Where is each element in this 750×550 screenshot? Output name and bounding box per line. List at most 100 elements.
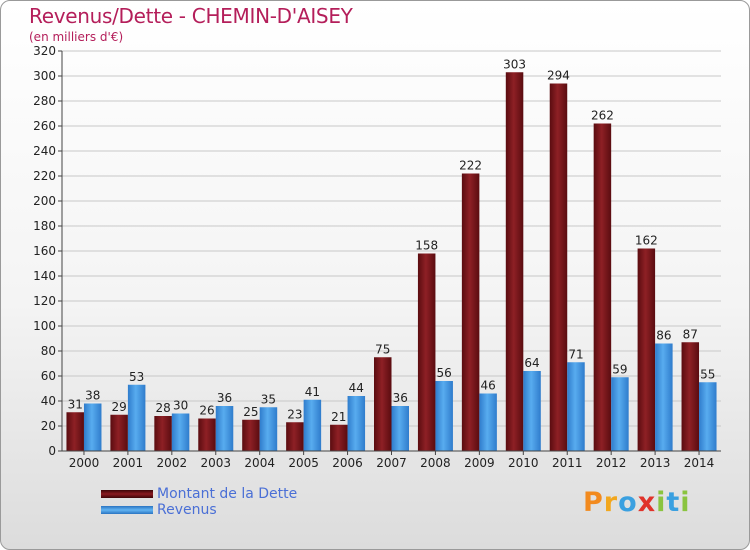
value-label-dette: 25	[243, 405, 258, 419]
bar-revenus	[479, 393, 497, 451]
legend-label-dette: Montant de la Dette	[157, 486, 298, 502]
bar-dette	[549, 83, 568, 451]
value-label-revenus: 36	[217, 391, 232, 405]
logo-letter: i	[656, 487, 667, 518]
x-tick-label: 2013	[640, 456, 671, 470]
bar-dette	[330, 424, 348, 451]
legend-label-revenus: Revenus	[157, 502, 217, 518]
y-tick-label: 40	[41, 394, 56, 408]
value-label-revenus: 35	[261, 392, 276, 406]
y-tick-label: 80	[41, 344, 56, 358]
value-label-dette: 303	[503, 57, 526, 71]
y-tick-label: 300	[33, 69, 56, 83]
y-tick-label: 260	[33, 119, 56, 133]
value-label-dette: 26	[199, 404, 214, 418]
bar-dette	[593, 123, 612, 451]
value-label-revenus: 38	[85, 389, 100, 403]
value-label-dette: 262	[591, 109, 614, 123]
value-label-revenus: 44	[349, 381, 364, 395]
value-label-revenus: 36	[393, 391, 408, 405]
y-tick-label: 60	[41, 369, 56, 383]
bar-revenus	[171, 413, 190, 451]
x-tick-label: 2006	[332, 456, 363, 470]
value-label-dette: 28	[155, 401, 170, 415]
value-label-revenus: 55	[700, 367, 715, 381]
proxiti-logo: Proxiti	[583, 487, 691, 518]
value-label-dette: 294	[547, 69, 570, 83]
bar-dette	[66, 412, 84, 451]
value-label-revenus: 53	[129, 370, 144, 384]
value-label-dette: 222	[459, 159, 482, 173]
y-tick-label: 140	[33, 269, 56, 283]
bar-revenus	[347, 396, 366, 451]
bar-dette	[461, 173, 480, 451]
bar-revenus	[127, 384, 146, 451]
x-tick-label: 2014	[684, 456, 715, 470]
bar-revenus	[699, 382, 717, 451]
logo-letter: r	[603, 487, 619, 518]
y-tick-label: 240	[33, 144, 56, 158]
logo-letter: o	[618, 487, 638, 518]
bar-dette	[505, 72, 524, 451]
value-label-revenus: 64	[524, 356, 539, 370]
bar-dette	[242, 419, 260, 451]
value-label-dette: 31	[68, 397, 83, 411]
value-label-revenus: 71	[568, 347, 583, 361]
y-tick-label: 160	[33, 244, 56, 258]
bar-dette	[198, 418, 216, 451]
bar-revenus	[655, 343, 673, 451]
bar-dette	[110, 414, 128, 451]
y-tick-label: 280	[33, 94, 56, 108]
logo-letter: x	[637, 487, 657, 518]
bar-revenus	[611, 377, 629, 451]
value-label-revenus: 59	[612, 362, 627, 376]
x-tick-label: 2007	[376, 456, 407, 470]
bar-revenus	[391, 406, 409, 451]
bar-dette	[374, 357, 392, 451]
x-tick-label: 2002	[157, 456, 188, 470]
y-tick-label: 120	[33, 294, 56, 308]
x-tick-label: 2003	[200, 456, 231, 470]
value-label-revenus: 46	[480, 379, 495, 393]
y-tick-label: 100	[33, 319, 56, 333]
bar-dette	[681, 342, 700, 451]
x-tick-label: 2005	[288, 456, 319, 470]
x-tick-label: 2000	[69, 456, 100, 470]
value-label-dette: 23	[287, 407, 302, 421]
x-tick-label: 2008	[420, 456, 451, 470]
bar-dette	[286, 422, 304, 451]
y-tick-label: 320	[33, 44, 56, 58]
value-label-revenus: 30	[173, 399, 188, 413]
bar-revenus	[259, 407, 278, 451]
bar-revenus	[523, 371, 541, 451]
logo-letter: P	[583, 487, 604, 518]
value-label-dette: 87	[683, 327, 698, 341]
y-tick-label: 0	[48, 444, 56, 458]
value-label-revenus: 56	[437, 366, 452, 380]
value-label-dette: 29	[112, 400, 127, 414]
chart-title: Revenus/Dette - CHEMIN-D'AISEY	[29, 4, 353, 28]
logo-letter: t	[666, 487, 681, 518]
bar-revenus	[303, 399, 322, 451]
x-tick-label: 2001	[113, 456, 144, 470]
value-label-revenus: 86	[656, 329, 671, 343]
value-label-dette: 75	[375, 342, 390, 356]
value-label-revenus: 41	[305, 385, 320, 399]
legend-swatch-revenus	[101, 506, 153, 514]
bar-revenus	[435, 381, 453, 451]
bar-revenus	[215, 406, 234, 451]
bar-dette	[154, 416, 172, 451]
legend-swatch-dette	[101, 490, 153, 498]
logo-letter: i	[680, 487, 691, 518]
bar-revenus	[83, 403, 102, 451]
bar-dette	[637, 248, 656, 451]
y-tick-label: 220	[33, 169, 56, 183]
x-tick-label: 2004	[244, 456, 275, 470]
x-tick-label: 2011	[552, 456, 583, 470]
value-label-dette: 158	[415, 239, 438, 253]
value-label-dette: 162	[635, 234, 658, 248]
bar-dette	[417, 253, 436, 451]
x-tick-label: 2010	[508, 456, 539, 470]
x-tick-label: 2009	[464, 456, 495, 470]
